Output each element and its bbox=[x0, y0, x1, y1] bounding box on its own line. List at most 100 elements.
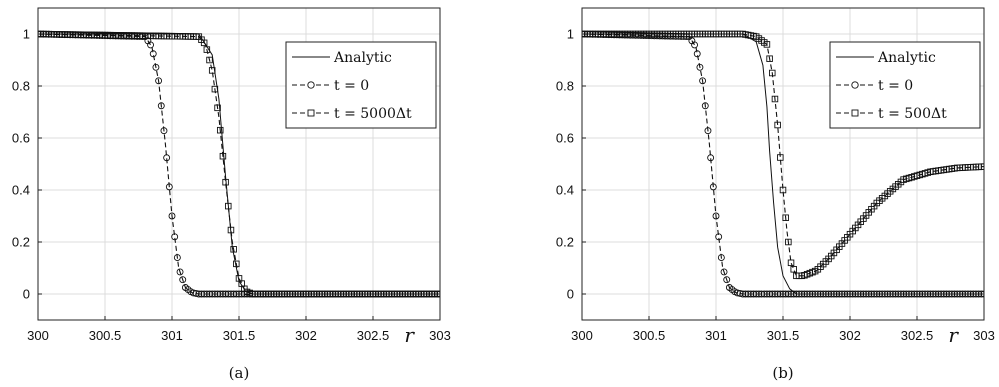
square-marker bbox=[206, 56, 213, 64]
circle-marker bbox=[943, 290, 950, 298]
x-tick-label: 302.5 bbox=[357, 328, 390, 343]
square-marker bbox=[436, 290, 440, 298]
square-marker bbox=[790, 266, 797, 273]
circle-marker bbox=[838, 290, 846, 298]
circle-marker bbox=[717, 254, 725, 262]
circle-marker bbox=[699, 77, 707, 85]
circle-marker bbox=[155, 77, 163, 85]
circle-marker bbox=[918, 290, 926, 298]
circle-marker bbox=[926, 290, 934, 298]
x-tick-label: 302.5 bbox=[901, 328, 934, 343]
series-line bbox=[582, 33, 984, 295]
circle-marker bbox=[800, 290, 808, 298]
circle-marker bbox=[881, 290, 889, 298]
circle-marker bbox=[739, 290, 747, 298]
circle-marker bbox=[977, 290, 984, 298]
circle-marker bbox=[934, 290, 942, 298]
circle-marker bbox=[227, 290, 235, 298]
circle-marker bbox=[857, 290, 865, 298]
circle-marker bbox=[787, 290, 795, 298]
circle-marker bbox=[216, 290, 224, 298]
circle-marker bbox=[798, 290, 806, 298]
circle-marker bbox=[742, 290, 749, 298]
circle-marker bbox=[192, 290, 200, 297]
circle-marker bbox=[851, 290, 859, 298]
series-t-500-t bbox=[582, 30, 984, 280]
x-axis-label: r bbox=[404, 323, 415, 347]
circle-marker bbox=[870, 290, 878, 298]
circle-marker bbox=[165, 183, 173, 191]
plot-area bbox=[582, 30, 984, 298]
circle-marker bbox=[779, 290, 787, 298]
y-tick-label: 0.2 bbox=[12, 235, 30, 250]
y-tick-label: 1 bbox=[23, 27, 30, 42]
square-marker bbox=[785, 238, 792, 246]
circle-marker bbox=[969, 290, 977, 298]
legend-label: t = 0 bbox=[878, 78, 913, 94]
circle-marker bbox=[843, 290, 851, 298]
circle-marker bbox=[873, 290, 881, 298]
circle-marker bbox=[744, 290, 752, 298]
square-marker bbox=[980, 163, 984, 170]
legend-circle-marker bbox=[851, 81, 859, 89]
circle-marker bbox=[720, 268, 728, 276]
circle-marker bbox=[951, 290, 958, 298]
circle-marker bbox=[967, 290, 975, 298]
circle-marker bbox=[771, 290, 779, 298]
circle-marker bbox=[937, 290, 945, 298]
square-marker bbox=[766, 55, 773, 62]
circle-marker bbox=[784, 290, 792, 298]
y-tick-label: 0.6 bbox=[556, 131, 574, 146]
circle-marker bbox=[846, 290, 854, 298]
panel-caption: (a) bbox=[229, 364, 250, 382]
circle-marker bbox=[792, 290, 800, 298]
x-tick-label: 301 bbox=[161, 328, 183, 343]
circle-marker bbox=[833, 290, 841, 298]
circle-marker bbox=[867, 290, 875, 298]
circle-marker bbox=[222, 290, 230, 298]
legend-item: t = 0 bbox=[836, 78, 913, 94]
series-analytic bbox=[582, 33, 984, 295]
square-marker bbox=[219, 152, 227, 160]
circle-marker bbox=[752, 290, 760, 298]
circle-marker bbox=[709, 183, 717, 191]
panel-caption: (b) bbox=[772, 364, 793, 382]
circle-marker bbox=[980, 290, 984, 298]
circle-marker bbox=[964, 290, 972, 298]
circle-marker bbox=[176, 268, 184, 276]
circle-marker bbox=[913, 290, 921, 298]
circle-marker bbox=[763, 290, 771, 298]
square-marker bbox=[774, 121, 781, 129]
circle-marker bbox=[750, 290, 757, 298]
circle-marker bbox=[956, 290, 964, 298]
x-tick-label: 302 bbox=[295, 328, 317, 343]
circle-marker bbox=[189, 289, 197, 297]
circle-marker bbox=[811, 290, 819, 298]
circle-marker bbox=[790, 290, 798, 298]
legend-item: t = 5000Δt bbox=[292, 106, 412, 122]
circle-marker bbox=[232, 290, 240, 298]
circle-marker bbox=[195, 290, 203, 298]
legend-item: t = 500Δt bbox=[836, 106, 947, 122]
legend-label: t = 0 bbox=[334, 78, 369, 94]
circle-marker bbox=[972, 290, 980, 298]
x-tick-label: 301.5 bbox=[767, 328, 800, 343]
series-t-5000-t bbox=[38, 30, 440, 298]
circle-marker bbox=[929, 290, 937, 298]
circle-marker bbox=[814, 290, 822, 298]
x-tick-label: 301 bbox=[705, 328, 727, 343]
y-tick-label: 0.4 bbox=[12, 183, 30, 198]
circle-marker bbox=[908, 290, 916, 298]
circle-marker bbox=[701, 102, 709, 110]
chart-panel-2: 300 300.5 301 301.5 302 302.5 303 0 0.2 0.4 0.6 0.8… bbox=[556, 7, 995, 382]
circle-marker bbox=[171, 233, 179, 241]
x-tick-label: 301.5 bbox=[223, 328, 256, 343]
circle-marker bbox=[819, 290, 827, 298]
circle-marker bbox=[886, 290, 894, 298]
circle-marker bbox=[910, 290, 918, 298]
chart-panel-1: 300 300.5 301 301.5 302 302.5 303 0 0.2 0.4 0.6 0.8… bbox=[12, 7, 451, 382]
plot-area bbox=[38, 30, 440, 298]
circle-marker bbox=[932, 290, 940, 298]
square-marker bbox=[208, 67, 216, 74]
circle-marker bbox=[173, 254, 181, 262]
